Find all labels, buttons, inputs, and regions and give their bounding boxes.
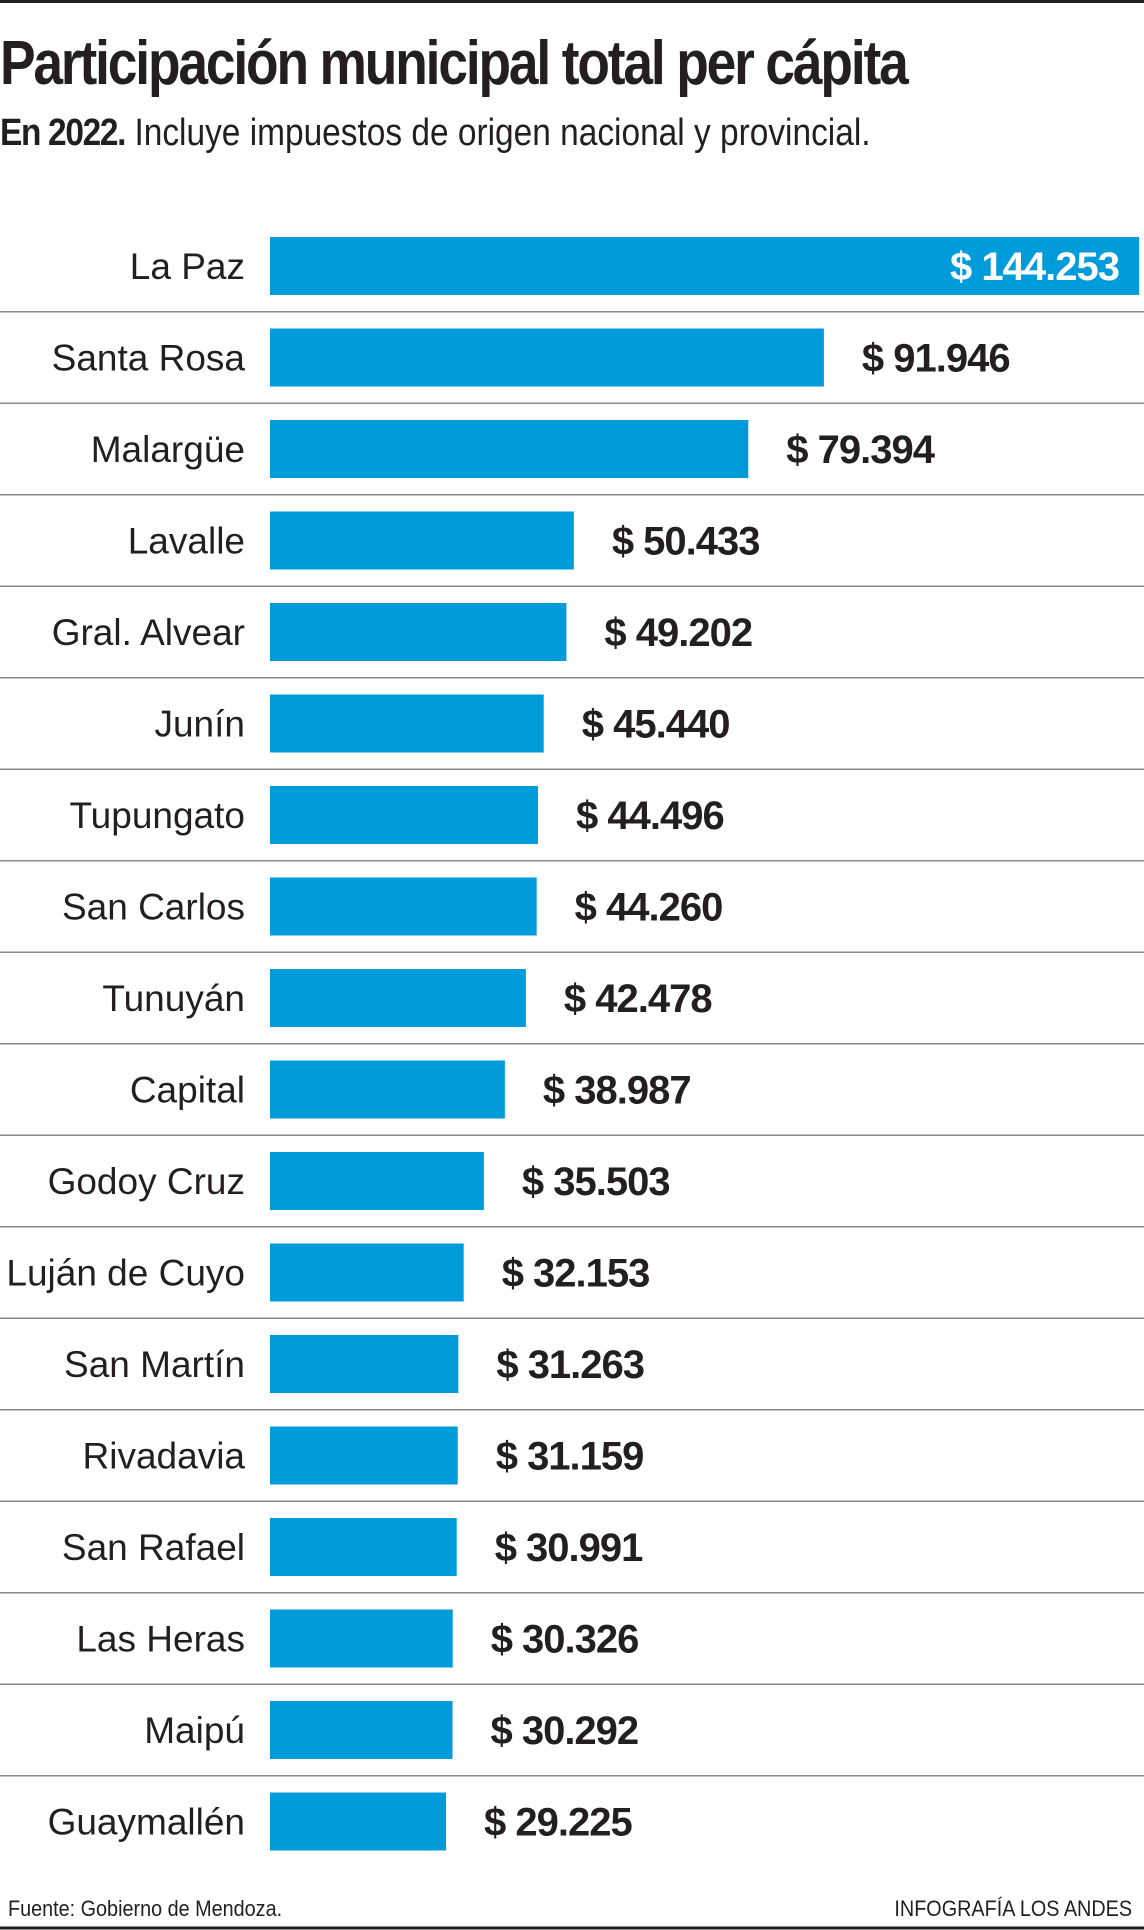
category-label: Santa Rosa <box>52 338 246 379</box>
value-label: $ 30.292 <box>490 1709 638 1753</box>
value-label: $ 79.394 <box>786 428 935 472</box>
bar <box>270 1060 505 1119</box>
bar <box>270 420 749 478</box>
source-note: Fuente: Gobierno de Mendoza. <box>8 1896 283 1921</box>
bar <box>270 969 526 1027</box>
category-label: Junín <box>154 704 245 745</box>
category-label: Gral. Alvear <box>52 612 245 653</box>
value-label: $ 144.253 <box>950 245 1119 289</box>
value-label: $ 44.496 <box>576 794 724 838</box>
bar <box>270 1792 447 1851</box>
value-label: $ 35.503 <box>522 1160 670 1204</box>
bar <box>270 1518 457 1576</box>
bar <box>270 603 567 661</box>
bar <box>270 1609 453 1668</box>
category-label: San Martín <box>64 1344 245 1385</box>
bar <box>270 1243 464 1302</box>
value-label: $ 49.202 <box>604 611 752 655</box>
bar <box>270 694 544 753</box>
subtitle-text: Incluye impuestos de origen nacional y p… <box>134 112 871 154</box>
category-label: San Rafael <box>62 1527 245 1568</box>
category-label: Las Heras <box>76 1619 245 1660</box>
bar <box>270 237 1139 295</box>
category-label: Guaymallén <box>48 1802 245 1843</box>
category-label: Luján de Cuyo <box>6 1253 245 1294</box>
value-label: $ 32.153 <box>502 1252 650 1296</box>
value-label: $ 42.478 <box>564 977 712 1021</box>
value-label: $ 30.991 <box>495 1526 643 1570</box>
credit: INFOGRAFÍA LOS ANDES <box>894 1896 1132 1921</box>
value-label: $ 38.987 <box>543 1069 691 1113</box>
bar <box>270 1426 458 1485</box>
value-label: $ 31.263 <box>496 1343 644 1387</box>
subtitle-year: En 2022. <box>0 112 126 154</box>
bar <box>270 1701 453 1759</box>
value-label: $ 30.326 <box>491 1618 639 1662</box>
bar <box>270 1152 484 1210</box>
bar <box>270 511 574 570</box>
category-label: Tupungato <box>69 795 245 836</box>
category-label: Malargüe <box>91 429 245 470</box>
category-label: Lavalle <box>128 521 245 562</box>
value-label: $ 50.433 <box>612 520 760 564</box>
top-rule <box>0 0 1144 3</box>
category-label: San Carlos <box>62 887 245 928</box>
category-label: Tunuyán <box>102 978 245 1019</box>
category-label: La Paz <box>130 246 245 287</box>
category-label: Godoy Cruz <box>48 1161 245 1202</box>
value-label: $ 31.159 <box>496 1435 644 1479</box>
bar <box>270 328 824 387</box>
bar <box>270 1335 459 1393</box>
value-label: $ 44.260 <box>575 886 723 930</box>
value-label: $ 45.440 <box>582 703 730 747</box>
chart-title: Participación municipal total per cápita <box>0 29 909 98</box>
value-label: $ 91.946 <box>862 337 1010 381</box>
category-label: Maipú <box>144 1710 245 1751</box>
category-label: Capital <box>130 1070 245 1111</box>
chart-subtitle: En 2022. Incluye impuestos de origen nac… <box>0 112 871 155</box>
bar <box>270 877 537 936</box>
category-label: Rivadavia <box>83 1436 246 1477</box>
value-label: $ 29.225 <box>484 1801 632 1845</box>
bar <box>270 786 539 844</box>
